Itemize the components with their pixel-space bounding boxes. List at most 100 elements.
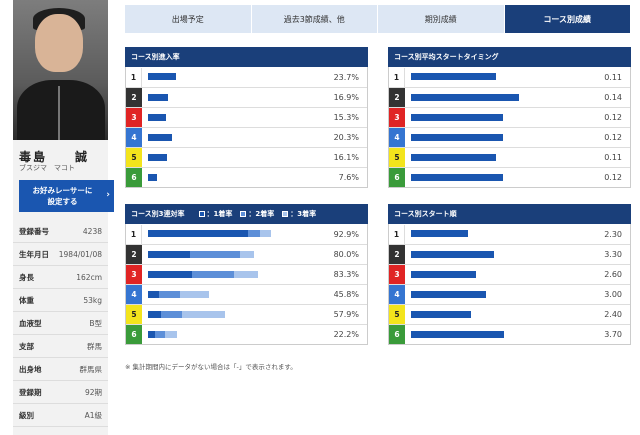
- profile-label: 血液型: [19, 318, 42, 328]
- profile-value: B型: [89, 318, 102, 328]
- lane-number: 4: [126, 128, 142, 147]
- row-value: 23.7%: [333, 72, 359, 82]
- legend-label: ：1着率: [206, 210, 233, 218]
- course-row: 4 3.00: [389, 284, 630, 304]
- racer-sidebar: 毒島 誠 ブスジマ マコト お好みレーサーに 設定する › 登録番号 4238 生…: [13, 0, 114, 435]
- panel-rows: 1 0.11 2 0.14 3 0.12 4 0.12 5 0.11 6 0.12: [388, 67, 631, 188]
- profile-value: 群馬: [87, 341, 102, 351]
- bar-segment: [148, 291, 159, 298]
- panel-top3-rate: コース別3連対率 ：1着率 ：2着率 ：3着率 1 92.9% 2 80.0% 3 83.…: [125, 204, 368, 345]
- lane-number: 4: [389, 285, 405, 304]
- bar: [411, 174, 503, 181]
- row-value: 0.14: [604, 93, 622, 102]
- row-value: 0.12: [604, 113, 622, 122]
- bar-segment: [161, 311, 183, 318]
- bar-segment: [154, 331, 166, 338]
- bar-fill: [148, 154, 168, 161]
- profile-value: 4238: [82, 226, 102, 236]
- course-row: 5 2.40: [389, 304, 630, 324]
- fav-button-line1: お好みレーサーに: [32, 186, 93, 195]
- profile-value: 53kg: [83, 295, 102, 305]
- row-value: 80.0%: [333, 250, 359, 259]
- bar: [411, 291, 486, 298]
- profile-row: 級別 A1級: [13, 404, 108, 427]
- bar-segment: [148, 311, 162, 318]
- profile-label: 級別: [19, 410, 34, 420]
- legend-1st: ：1着率: [198, 209, 233, 219]
- panel-title: コース別3連対率: [131, 210, 185, 218]
- course-row: 3 2.60: [389, 264, 630, 284]
- lane-number: 2: [389, 88, 405, 107]
- panel-rows: 1 2.30 2 3.30 3 2.60 4 3.00 5 2.40 6 3.70: [388, 224, 631, 345]
- lane-number: 5: [126, 305, 142, 324]
- row-value: 57.9%: [333, 310, 359, 319]
- profile-value: A1級: [84, 410, 102, 420]
- panel-title: コース別進入率: [125, 47, 368, 67]
- panel-title: コース別スタート順: [388, 204, 631, 224]
- course-row: 6 22.2%: [126, 324, 367, 344]
- lane-number: 5: [389, 305, 405, 324]
- row-value: 3.30: [604, 250, 622, 259]
- chevron-right-icon: ›: [106, 190, 110, 200]
- bar-fill: [148, 73, 177, 80]
- course-row: 1 0.11: [389, 67, 630, 87]
- bar: [148, 271, 258, 278]
- row-value: 92.9%: [333, 229, 359, 239]
- tab-period-results[interactable]: 期別成績: [378, 5, 505, 33]
- course-row: 1 2.30: [389, 224, 630, 244]
- bar-fill: [411, 311, 471, 318]
- profile-row: 体重 53kg: [13, 289, 108, 312]
- lane-number: 4: [389, 128, 405, 147]
- bar: [148, 174, 158, 181]
- bar-fill: [411, 251, 494, 258]
- course-row: 1 23.7%: [126, 67, 367, 87]
- row-value: 83.3%: [333, 270, 359, 279]
- bar: [148, 114, 167, 121]
- panel-start-rank: コース別スタート順 1 2.30 2 3.30 3 2.60 4 3.00 5 2.40 6 3.70: [388, 204, 631, 345]
- racer-kana: ブスジマ マコト: [19, 164, 75, 172]
- tab-past-results[interactable]: 過去3節成績、他: [251, 5, 378, 33]
- profile-row: 登録番号 4238: [13, 220, 108, 243]
- tab-bar: 出場予定 過去3節成績、他 期別成績 コース別成績: [125, 5, 631, 33]
- lane-number: 6: [389, 325, 405, 344]
- lane-number: 2: [389, 245, 405, 264]
- panel-rows: 1 92.9% 2 80.0% 3 83.3% 4 45.8% 5 57.9% 6 22.2%: [125, 224, 368, 345]
- fav-button-line2: 設定する: [47, 197, 78, 206]
- profile-row: 生年月日 1984/01/08: [13, 243, 108, 266]
- row-value: 22.2%: [333, 330, 359, 339]
- bar: [148, 291, 209, 298]
- bar-fill: [411, 331, 504, 338]
- panel-header: コース別3連対率 ：1着率 ：2着率 ：3着率: [125, 204, 368, 224]
- bar: [148, 311, 225, 318]
- bar-segment: [260, 230, 271, 237]
- lane-number: 5: [126, 148, 142, 167]
- bar-segment: [148, 331, 155, 338]
- bar-fill: [148, 114, 167, 121]
- bar-fill: [148, 174, 158, 181]
- bar: [411, 114, 503, 121]
- lane-number: 4: [126, 285, 142, 304]
- profile-value: 162cm: [76, 272, 102, 282]
- bar: [411, 94, 519, 101]
- legend: ：1着率 ：2着率 ：3着率: [198, 209, 316, 219]
- row-value: 16.9%: [333, 93, 359, 102]
- bar-segment: [148, 271, 192, 278]
- panel-start-timing: コース別平均スタートタイミング 1 0.11 2 0.14 3 0.12 4 0.12 5 0.1…: [388, 47, 631, 188]
- bar: [411, 134, 503, 141]
- lane-number: 3: [126, 108, 142, 127]
- lane-number: 3: [126, 265, 142, 284]
- bar-segment: [248, 230, 261, 237]
- lane-number: 6: [389, 168, 405, 187]
- bar-fill: [411, 134, 503, 141]
- set-favorite-racer-button[interactable]: お好みレーサーに 設定する ›: [19, 180, 114, 212]
- course-row: 2 80.0%: [126, 244, 367, 264]
- bar-segment: [182, 311, 225, 318]
- lane-number: 1: [389, 224, 405, 244]
- bar: [148, 154, 168, 161]
- lane-number: 6: [126, 168, 142, 187]
- course-row: 4 0.12: [389, 127, 630, 147]
- row-value: 0.11: [604, 153, 622, 162]
- lane-number: 1: [126, 224, 142, 244]
- tab-course-results[interactable]: コース別成績: [504, 5, 631, 33]
- tab-schedule[interactable]: 出場予定: [125, 5, 252, 33]
